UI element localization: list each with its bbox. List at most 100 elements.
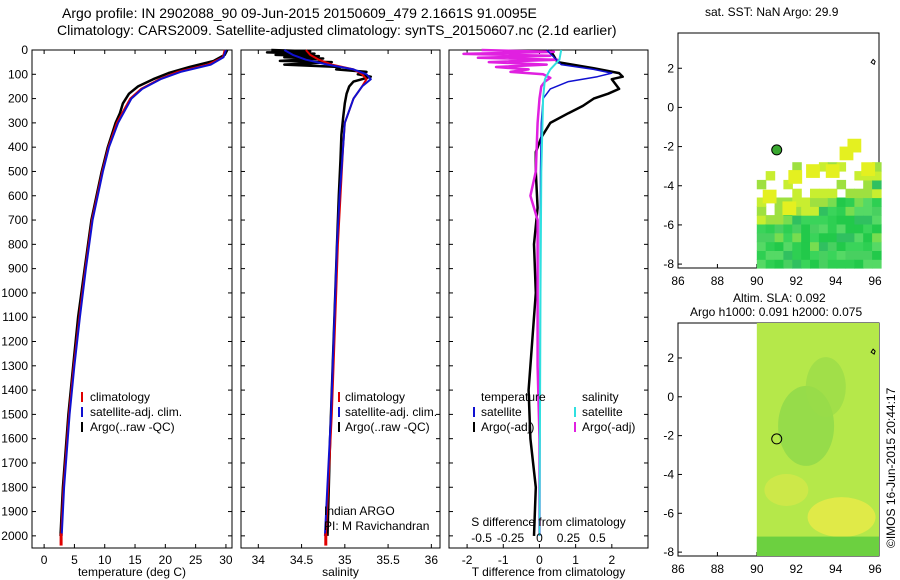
sst-cell [836,232,847,243]
sst-cell [783,250,793,260]
sla-map-subtitle: Argo h1000: 0.091 h2000: 0.075 [690,305,863,319]
sst-cell [818,241,829,251]
sst-cell [765,171,776,181]
sst-cell [818,250,829,260]
sst-cell [825,164,840,178]
sst-cell [854,232,864,243]
depth-tick-label: 1400 [1,383,28,397]
sst-cell [801,206,811,216]
sst-cell [774,206,785,216]
sal-legend-argo: Argo(..raw -QC) [345,420,430,434]
sst-cell [872,250,882,260]
sst-cell [756,241,767,251]
sst-cell [845,250,855,260]
diff-x2tick-label: 0.5 [589,531,606,545]
sst-cell [801,223,811,234]
salinity-xtick-label: 36 [425,553,439,567]
sla_map-xtick-label: 96 [868,562,882,576]
sst-cell [863,232,873,243]
depth-tick-label: 600 [8,189,28,203]
sst-cell [818,223,829,234]
salinity-frame [240,49,441,549]
sst-cell [783,241,793,251]
sst-cell [827,250,838,260]
sla_map-xtick-label: 90 [750,562,764,576]
depth-tick-label: 200 [8,92,28,106]
sst-cell [872,171,882,181]
sst-cell [836,215,847,225]
sst-cell [782,201,797,216]
sst_map-xtick-label: 90 [750,274,764,288]
depth-tick-label: 400 [8,140,28,154]
sst-cell [765,241,776,251]
diff-x2tick-label: -0.25 [497,531,525,545]
sst-cell [818,162,829,172]
sst-cell [756,223,767,234]
difference-xtick-label: 1 [572,553,579,567]
temperature-xtick-label: 20 [159,553,173,567]
sst-cell [792,197,802,207]
diff-legend-t-sat: satellite [481,405,522,419]
temperature-xtick-label: 5 [71,553,78,567]
sst-cell [827,241,838,251]
temp-climatology-line [60,49,226,536]
sla-coastline [870,348,876,355]
depth-tick-label: 2000 [1,529,28,543]
sst-cell [801,232,811,243]
sla-high-region [764,473,809,506]
sst-cell [845,241,855,251]
sst-cell [836,241,847,251]
sst-cell [854,259,864,269]
sst-cell [765,232,776,243]
sst-cell [762,189,777,204]
sst_map-ytick-label: -8 [663,257,674,271]
sst-cell [872,232,882,243]
sst-cell [854,250,864,260]
depth-tick-label: 1900 [1,505,28,519]
sst-cell [818,197,829,207]
sst-cell [818,232,829,243]
difference-frame [448,49,649,549]
sst-cell [872,241,882,251]
depth-tick-label: 1600 [1,432,28,446]
temp-satellite-line [60,49,227,536]
sst-cell [756,250,767,260]
sst-cell [863,215,873,225]
sst_map-xtick-label: 96 [868,274,882,288]
sal-legend-clim: climatology [345,390,405,404]
sst_map-xtick-label: 92 [790,274,804,288]
sst-cell [827,188,838,199]
sst-cell [810,259,820,269]
sst-cell [801,241,811,251]
sst-cell [810,215,820,225]
title-line-1: Argo profile: IN 2902088_90 09-Jun-2015 … [62,5,537,21]
sst-cell [756,259,767,269]
sst-cell [854,223,864,234]
sst-cell [872,179,882,190]
sst-cell [872,259,882,269]
sal-legend-sat: satellite-adj. clim. [345,405,437,419]
temperature-xtick-label: 25 [189,553,203,567]
sst-cell [774,241,785,251]
sst_map-xtick-label: 86 [671,274,685,288]
sla_map-ytick-label: 2 [667,351,674,365]
sst-cell [801,215,811,225]
difference-xtick-label: -2 [462,553,473,567]
sst-cell [810,250,820,260]
difference-xlabel: T difference from climatology [472,565,626,579]
depth-tick-label: 1000 [1,286,28,300]
sla-south-band [756,536,879,556]
sst-cell [792,188,802,199]
sst-cell [806,164,820,178]
sst-cell [827,215,838,225]
diff-x2tick-label: -0.5 [471,531,492,545]
sst_map-ytick-label: -2 [663,140,674,154]
sal-satellite-line [283,49,372,536]
sst-cell [854,197,864,207]
sst-cell [792,232,802,243]
sst-cell [792,259,802,269]
sst-cell [792,206,802,216]
salinity-xtick-label: 35.5 [376,553,400,567]
depth-tick-label: 800 [8,237,28,251]
sst-cell [810,188,820,199]
